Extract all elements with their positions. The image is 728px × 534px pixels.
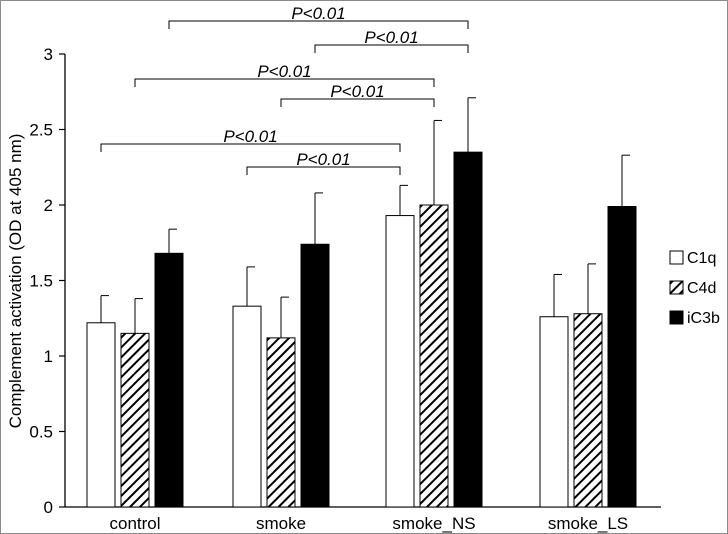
category-label: smoke_LS [548, 514, 628, 533]
y-tick-label: 1 [44, 347, 53, 366]
bar-c1q-control [86, 322, 116, 508]
bar-c4d-smoke [266, 337, 296, 508]
legend-label-c1q: C1q [687, 250, 716, 267]
legend: C1q C4d iC3b [669, 250, 720, 327]
bars [86, 97, 637, 508]
y-tick-label: 0.5 [29, 423, 53, 442]
bar-c4d-smoke-ls [573, 313, 603, 508]
significance-bracket [100, 143, 401, 152]
bar-ic3b-smoke [300, 243, 330, 508]
significance-label: P<0.01 [291, 4, 345, 23]
bar-c1q-smoke [232, 305, 262, 508]
significance-label: P<0.01 [296, 150, 350, 169]
axes: 0 0.5 1 1.5 2 2.5 3 control smoke smoke_NS smoke_L… [29, 45, 661, 533]
significance-label: P<0.01 [223, 127, 277, 146]
significance-label: P<0.01 [257, 62, 311, 81]
bar-c1q-smoke-ls [539, 316, 569, 508]
significance-brackets: P<0.01 P<0.01 P<0.01 P<0.01 P<0.01 P<0.01 [100, 4, 469, 175]
significance-bracket [314, 44, 469, 53]
bar-ic3b-smoke-ns [453, 151, 483, 508]
legend-label-ic3b: iC3b [687, 310, 720, 327]
bar-c1q-smoke-ns [385, 215, 415, 508]
y-tick-label: 0 [44, 498, 53, 517]
bar-ic3b-control [154, 252, 184, 508]
significance-label: P<0.01 [364, 28, 418, 47]
legend-swatch-c1q [669, 250, 684, 265]
y-axis-title: Complement activation (OD at 405 nm) [6, 134, 25, 429]
y-tick-label: 3 [44, 45, 53, 64]
significance-bracket [168, 20, 469, 29]
bar-ic3b-smoke-ls [607, 206, 637, 508]
y-tick-label: 2.5 [29, 121, 53, 140]
significance-label: P<0.01 [330, 82, 384, 101]
y-tick-label: 1.5 [29, 272, 53, 291]
bar-c4d-control [120, 332, 150, 508]
significance-bracket [134, 78, 435, 87]
significance-bracket [246, 166, 401, 175]
legend-label-c4d: C4d [687, 280, 716, 297]
y-tick-label: 2 [44, 196, 53, 215]
bar-c4d-smoke-ns [419, 204, 449, 508]
category-label: smoke [256, 514, 306, 533]
legend-swatch-ic3b [669, 310, 684, 325]
significance-bracket [280, 98, 435, 107]
category-label: control [109, 514, 160, 533]
legend-swatch-c4d [669, 280, 684, 295]
category-label: smoke_NS [392, 514, 475, 533]
